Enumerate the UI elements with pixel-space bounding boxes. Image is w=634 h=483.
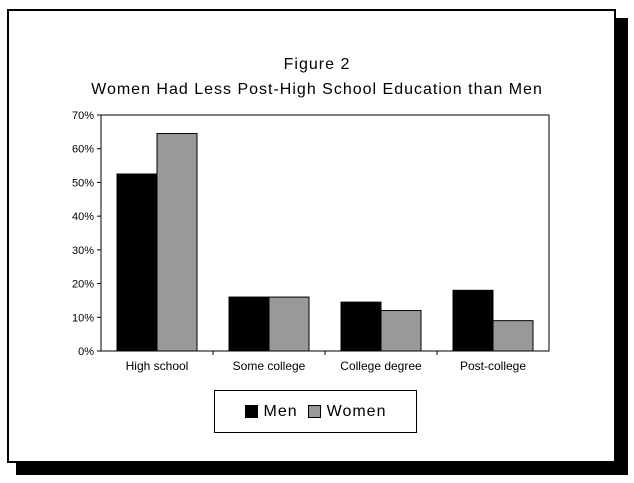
y-tick-label: 0%	[78, 346, 94, 358]
bar-women	[492, 320, 534, 352]
bar-men	[452, 289, 494, 352]
legend-item-women: Women	[307, 402, 387, 421]
x-tick-label: College degree	[340, 359, 422, 373]
y-tick-label: 70%	[72, 110, 94, 122]
x-tick-label: Post-college	[460, 359, 526, 373]
y-tick-label: 40%	[72, 211, 94, 223]
legend-swatch-women	[307, 405, 321, 418]
y-tick-label: 10%	[72, 312, 94, 324]
y-tick-label: 30%	[72, 245, 94, 257]
legend-item-men: Men	[244, 402, 298, 421]
figure-label: Figure 2	[283, 56, 351, 73]
bar-men	[116, 173, 158, 352]
bar-women	[268, 296, 310, 352]
bar-women	[380, 310, 422, 352]
y-tick-label: 50%	[72, 177, 94, 189]
y-tick-label: 20%	[72, 279, 94, 291]
legend-swatch-men	[244, 405, 258, 418]
x-tick-label: High school	[126, 359, 189, 373]
legend-label-women: Women	[326, 402, 387, 420]
legend-label-men: Men	[263, 402, 298, 420]
bar-men	[340, 301, 382, 352]
chart-title: Women Had Less Post-High School Educatio…	[91, 81, 543, 98]
y-tick-label: 60%	[72, 144, 94, 156]
x-tick-label: Some college	[233, 359, 306, 373]
figure-frame	[7, 9, 616, 463]
bar-men	[228, 296, 270, 352]
chart-legend: Men Women	[214, 390, 417, 433]
bar-women	[156, 133, 198, 352]
